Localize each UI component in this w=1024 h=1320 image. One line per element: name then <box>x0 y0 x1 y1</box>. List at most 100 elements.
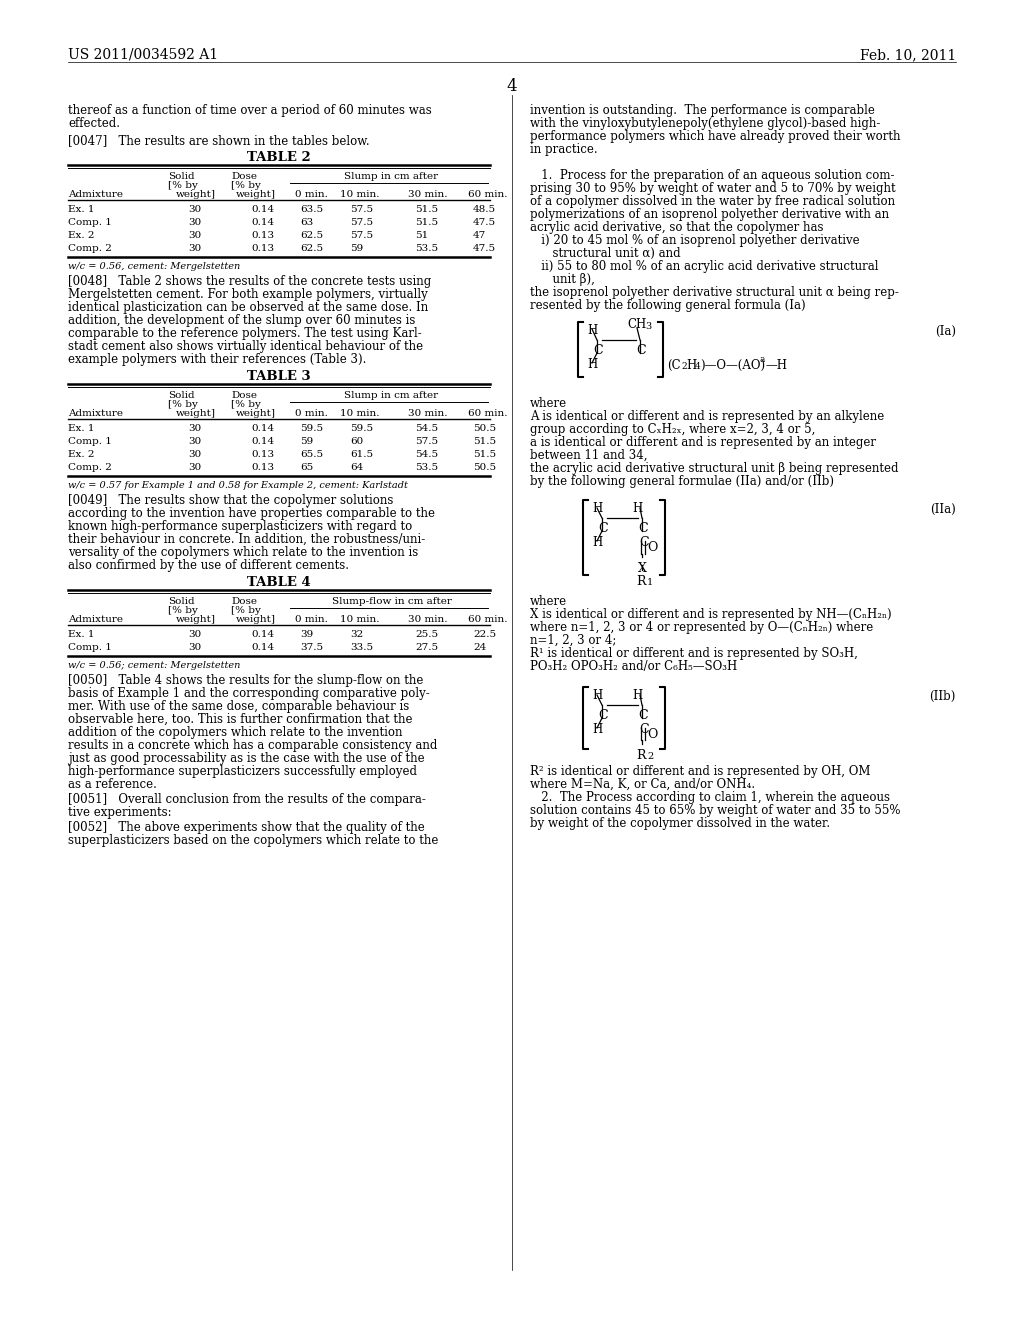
Text: US 2011/0034592 A1: US 2011/0034592 A1 <box>68 48 218 62</box>
Text: 0.14: 0.14 <box>251 424 274 433</box>
Text: [% by: [% by <box>168 181 198 190</box>
Text: C: C <box>639 536 648 549</box>
Text: 63.5: 63.5 <box>300 205 324 214</box>
Text: Dose: Dose <box>231 597 257 606</box>
Text: 4: 4 <box>695 362 700 371</box>
Text: R² is identical or different and is represented by OH, OM: R² is identical or different and is repr… <box>530 766 870 777</box>
Text: 33.5: 33.5 <box>350 643 373 652</box>
Text: 32: 32 <box>350 630 364 639</box>
Text: O: O <box>647 729 657 741</box>
Text: 10 min.: 10 min. <box>340 190 380 199</box>
Text: solution contains 45 to 65% by weight of water and 35 to 55%: solution contains 45 to 65% by weight of… <box>530 804 900 817</box>
Text: 54.5: 54.5 <box>415 450 438 459</box>
Text: effected.: effected. <box>68 117 120 129</box>
Text: with the vinyloxybutylenepoly(ethylene glycol)-based high-: with the vinyloxybutylenepoly(ethylene g… <box>530 117 881 129</box>
Text: 53.5: 53.5 <box>415 244 438 253</box>
Text: where M=Na, K, or Ca, and/or ONH₄.: where M=Na, K, or Ca, and/or ONH₄. <box>530 777 755 791</box>
Text: w/c = 0.56, cement: Mergelstetten: w/c = 0.56, cement: Mergelstetten <box>68 261 241 271</box>
Text: 2: 2 <box>647 752 653 762</box>
Text: where n=1, 2, 3 or 4 or represented by O—(CₙH₂ₙ) where: where n=1, 2, 3 or 4 or represented by O… <box>530 620 873 634</box>
Text: in practice.: in practice. <box>530 143 598 156</box>
Text: 0.13: 0.13 <box>251 463 274 473</box>
Text: [% by: [% by <box>168 606 198 615</box>
Text: 30: 30 <box>188 450 202 459</box>
Text: TABLE 3: TABLE 3 <box>247 370 311 383</box>
Text: w/c = 0.56; cement: Mergelstetten: w/c = 0.56; cement: Mergelstetten <box>68 661 241 671</box>
Text: [% by: [% by <box>168 400 198 409</box>
Text: 30: 30 <box>188 205 202 214</box>
Text: addition of the copolymers which relate to the invention: addition of the copolymers which relate … <box>68 726 402 739</box>
Text: 30: 30 <box>188 424 202 433</box>
Text: 47.5: 47.5 <box>473 218 496 227</box>
Text: 65.5: 65.5 <box>300 450 324 459</box>
Text: H: H <box>587 323 597 337</box>
Text: 51: 51 <box>415 231 428 240</box>
Text: 30 min.: 30 min. <box>408 190 447 199</box>
Text: just as good processability as is the case with the use of the: just as good processability as is the ca… <box>68 752 425 766</box>
Text: 57.5: 57.5 <box>350 218 373 227</box>
Text: 57.5: 57.5 <box>415 437 438 446</box>
Text: weight]: weight] <box>236 190 276 199</box>
Text: 0.14: 0.14 <box>251 205 274 214</box>
Text: Solid: Solid <box>168 391 195 400</box>
Text: 63: 63 <box>300 218 313 227</box>
Text: )—O—(AO): )—O—(AO) <box>700 359 765 372</box>
Text: of a copolymer dissolved in the water by free radical solution: of a copolymer dissolved in the water by… <box>530 195 895 209</box>
Text: 59: 59 <box>300 437 313 446</box>
Text: 47: 47 <box>473 231 486 240</box>
Text: 48.5: 48.5 <box>473 205 496 214</box>
Text: polymerizations of an isoprenol polyether derivative with an: polymerizations of an isoprenol polyethe… <box>530 209 889 220</box>
Text: Comp. 1: Comp. 1 <box>68 437 112 446</box>
Text: H: H <box>592 689 602 702</box>
Text: 2.  The Process according to claim 1, wherein the aqueous: 2. The Process according to claim 1, whe… <box>530 791 890 804</box>
Text: 30: 30 <box>188 244 202 253</box>
Text: 61.5: 61.5 <box>350 450 373 459</box>
Text: unit β),: unit β), <box>530 273 595 286</box>
Text: [0049]   The results show that the copolymer solutions: [0049] The results show that the copolym… <box>68 494 393 507</box>
Text: comparable to the reference polymers. The test using Karl-: comparable to the reference polymers. Th… <box>68 327 422 341</box>
Text: R¹ is identical or different and is represented by SO₃H,: R¹ is identical or different and is repr… <box>530 647 858 660</box>
Text: the acrylic acid derivative structural unit β being represented: the acrylic acid derivative structural u… <box>530 462 898 475</box>
Text: 51.5: 51.5 <box>473 437 496 446</box>
Text: Admixture: Admixture <box>68 409 123 418</box>
Text: 60 min.: 60 min. <box>468 190 508 199</box>
Text: basis of Example 1 and the corresponding comparative poly-: basis of Example 1 and the corresponding… <box>68 686 430 700</box>
Text: Dose: Dose <box>231 172 257 181</box>
Text: 0.14: 0.14 <box>251 643 274 652</box>
Text: weight]: weight] <box>176 409 216 418</box>
Text: (IIb): (IIb) <box>930 690 956 704</box>
Text: Ex. 1: Ex. 1 <box>68 630 94 639</box>
Text: R: R <box>636 576 645 587</box>
Text: 50.5: 50.5 <box>473 463 496 473</box>
Text: C: C <box>593 345 603 356</box>
Text: [0050]   Table 4 shows the results for the slump-flow on the: [0050] Table 4 shows the results for the… <box>68 675 423 686</box>
Text: 0 min.: 0 min. <box>295 615 328 624</box>
Text: A is identical or different and is represented by an alkylene: A is identical or different and is repre… <box>530 411 885 422</box>
Text: group according to CₓH₂ₓ, where x=2, 3, 4 or 5,: group according to CₓH₂ₓ, where x=2, 3, … <box>530 422 815 436</box>
Text: 30 min.: 30 min. <box>408 615 447 624</box>
Text: invention is outstanding.  The performance is comparable: invention is outstanding. The performanc… <box>530 104 874 117</box>
Text: 59.5: 59.5 <box>300 424 324 433</box>
Text: H: H <box>632 502 642 515</box>
Text: (C: (C <box>667 359 681 372</box>
Text: Ex. 1: Ex. 1 <box>68 205 94 214</box>
Text: 30: 30 <box>188 630 202 639</box>
Text: H: H <box>592 502 602 515</box>
Text: n=1, 2, 3 or 4;: n=1, 2, 3 or 4; <box>530 634 616 647</box>
Text: [0051]   Overall conclusion from the results of the compara-: [0051] Overall conclusion from the resul… <box>68 793 426 807</box>
Text: 0.13: 0.13 <box>251 450 274 459</box>
Text: their behaviour in concrete. In addition, the robustness/uni-: their behaviour in concrete. In addition… <box>68 533 425 546</box>
Text: by weight of the copolymer dissolved in the water.: by weight of the copolymer dissolved in … <box>530 817 830 830</box>
Text: X: X <box>638 562 647 576</box>
Text: C: C <box>638 709 647 722</box>
Text: 59: 59 <box>350 244 364 253</box>
Text: 50.5: 50.5 <box>473 424 496 433</box>
Text: as a reference.: as a reference. <box>68 777 157 791</box>
Text: 62.5: 62.5 <box>300 244 324 253</box>
Text: 25.5: 25.5 <box>415 630 438 639</box>
Text: 27.5: 27.5 <box>415 643 438 652</box>
Text: prising 30 to 95% by weight of water and 5 to 70% by weight: prising 30 to 95% by weight of water and… <box>530 182 896 195</box>
Text: i) 20 to 45 mol % of an isoprenol polyether derivative: i) 20 to 45 mol % of an isoprenol polyet… <box>530 234 859 247</box>
Text: R: R <box>636 748 645 762</box>
Text: 62.5: 62.5 <box>300 231 324 240</box>
